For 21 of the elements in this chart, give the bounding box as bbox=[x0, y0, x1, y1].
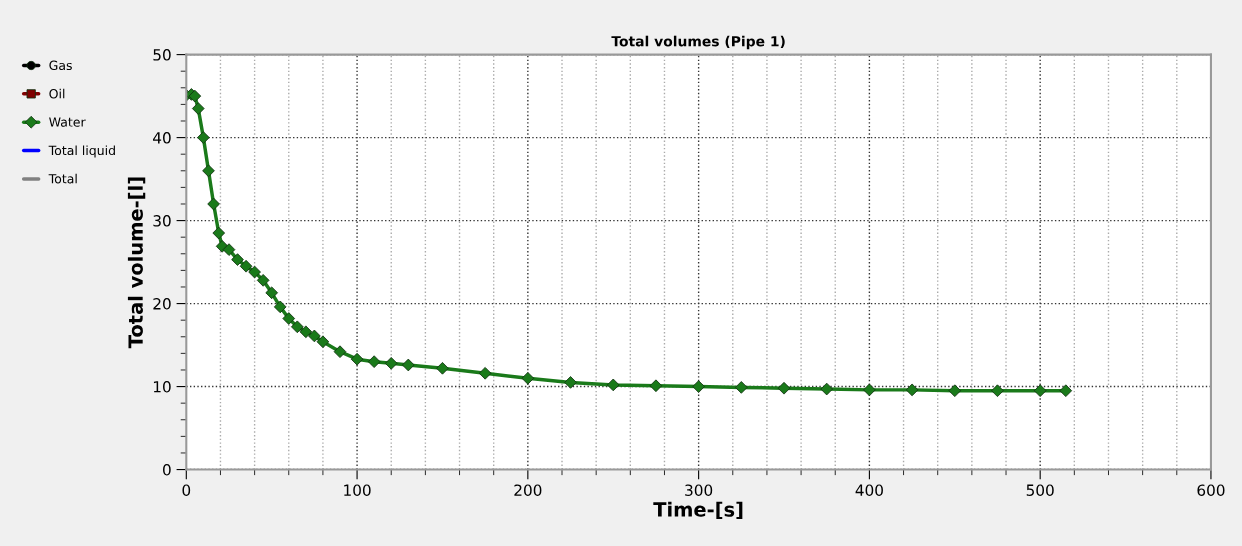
y-tick-label: 20 bbox=[153, 298, 171, 310]
y-tick-label: 40 bbox=[153, 132, 171, 144]
x-axis-title: Time-[s] bbox=[653, 501, 743, 520]
x-tick-label: 500 bbox=[1026, 484, 1054, 496]
x-tick-label: 300 bbox=[685, 484, 713, 496]
x-tick-label: 100 bbox=[344, 484, 371, 496]
legend-label: Total bbox=[48, 173, 77, 184]
y-tick-label: 30 bbox=[153, 215, 171, 227]
legend-label: Gas bbox=[49, 60, 72, 71]
legend-label: Water bbox=[49, 117, 86, 127]
y-tick-label: 10 bbox=[153, 381, 171, 393]
y-tick-label: 0 bbox=[163, 464, 171, 476]
x-tick-label: 600 bbox=[1197, 484, 1225, 496]
y-tick-label: 50 bbox=[153, 49, 171, 61]
chart-title: Total volumes (Pipe 1) bbox=[611, 35, 785, 50]
y-axis-title: Total volume-[l] bbox=[127, 177, 146, 349]
legend-label: Total liquid bbox=[48, 145, 115, 158]
x-tick-label: 200 bbox=[514, 484, 542, 496]
legend-label: Oil bbox=[49, 88, 65, 99]
x-tick-label: 0 bbox=[182, 484, 191, 496]
x-tick-label: 400 bbox=[855, 484, 883, 496]
